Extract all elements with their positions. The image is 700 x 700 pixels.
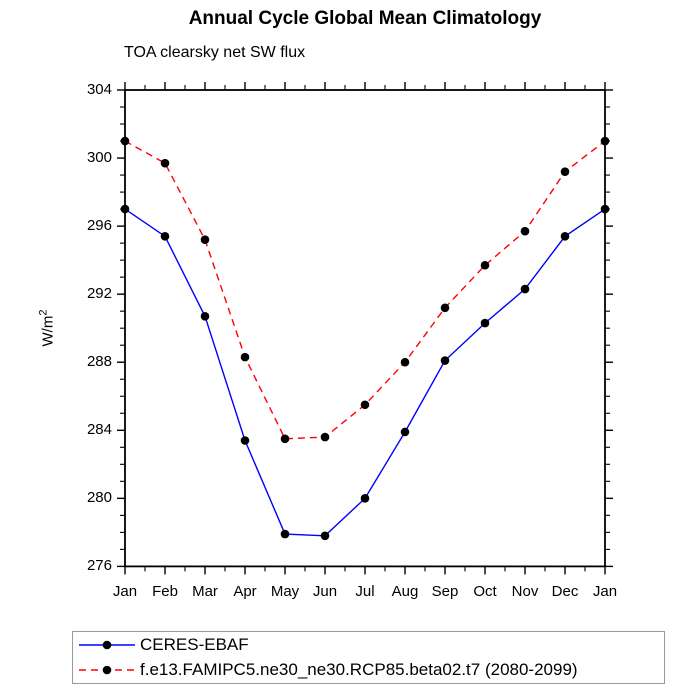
x-tick-label: Nov xyxy=(511,583,539,600)
x-tick-label: Jun xyxy=(312,583,338,600)
legend-marker-dot-icon xyxy=(102,640,112,650)
x-tick-label: Jul xyxy=(355,583,375,600)
x-tick-label: Jan xyxy=(592,583,618,600)
y-tick-label: 296 xyxy=(86,217,112,235)
data-point-marker xyxy=(560,167,570,176)
data-point-marker xyxy=(600,204,610,214)
y-tick-label: 280 xyxy=(86,489,112,507)
x-tick-label: Jan xyxy=(112,583,138,600)
data-point-marker xyxy=(560,232,570,241)
chart-title: Annual Cycle Global Mean Climatology xyxy=(188,8,542,29)
y-axis-title-sup: 2 xyxy=(37,309,50,316)
data-point-marker xyxy=(400,357,410,367)
data-point-marker xyxy=(360,400,370,410)
y-tick-label: 276 xyxy=(86,557,112,575)
legend-marker-dot-icon xyxy=(102,665,112,675)
x-tick-label: Dec xyxy=(551,583,579,600)
y-axis-title: W/m2 xyxy=(38,310,57,347)
data-point-marker xyxy=(160,232,170,241)
data-point-marker xyxy=(320,432,330,442)
data-point-marker xyxy=(360,494,370,503)
data-point-marker xyxy=(520,284,530,294)
y-axis-title-base: W/m xyxy=(39,315,57,347)
data-point-marker xyxy=(240,436,250,445)
x-tick-label: Feb xyxy=(152,583,178,600)
x-tick-label: May xyxy=(270,583,300,600)
legend-row-obs: CERES-EBAF xyxy=(73,633,664,658)
legend-sample-solid-line-icon xyxy=(79,640,135,650)
x-tick-label: Apr xyxy=(233,583,257,600)
data-point-marker xyxy=(160,158,170,168)
data-point-marker xyxy=(440,303,450,313)
x-tick-label: Oct xyxy=(473,583,497,600)
data-point-marker xyxy=(280,434,290,444)
data-point-marker xyxy=(520,226,530,236)
data-point-marker xyxy=(480,318,490,328)
legend-row-model: f.e13.FAMIPC5.ne30_ne30.RCP85.beta02.t7 … xyxy=(73,658,664,683)
chart-subtitle: TOA clearsky net SW flux xyxy=(124,44,306,61)
x-tick-label: Aug xyxy=(391,583,419,600)
y-tick-label: 304 xyxy=(86,81,112,98)
x-tick-label: Sep xyxy=(431,583,459,600)
data-point-marker xyxy=(480,260,490,270)
x-tick-label: Mar xyxy=(192,583,218,600)
data-point-marker xyxy=(240,352,250,362)
data-point-marker xyxy=(440,356,450,365)
series-line-0 xyxy=(124,208,606,537)
y-tick-label: 292 xyxy=(86,285,112,303)
data-point-marker xyxy=(320,531,330,541)
data-point-marker xyxy=(280,529,290,539)
data-point-marker xyxy=(120,204,130,214)
y-tick-label: 288 xyxy=(86,353,112,371)
data-point-marker xyxy=(200,235,210,245)
data-point-marker xyxy=(400,427,410,437)
legend-box: CERES-EBAF f.e13.FAMIPC5.ne30_ne30.RCP85… xyxy=(72,631,665,684)
data-point-marker xyxy=(200,311,210,321)
data-point-marker xyxy=(600,136,610,146)
legend-label-model: f.e13.FAMIPC5.ne30_ne30.RCP85.beta02.t7 … xyxy=(140,660,578,679)
series-line-1 xyxy=(124,140,606,440)
legend-label-obs: CERES-EBAF xyxy=(140,635,249,654)
data-point-marker xyxy=(120,136,130,146)
y-tick-label: 300 xyxy=(86,149,112,167)
legend-sample-dashed-line-icon xyxy=(79,665,135,675)
y-tick-label: 284 xyxy=(86,421,112,439)
